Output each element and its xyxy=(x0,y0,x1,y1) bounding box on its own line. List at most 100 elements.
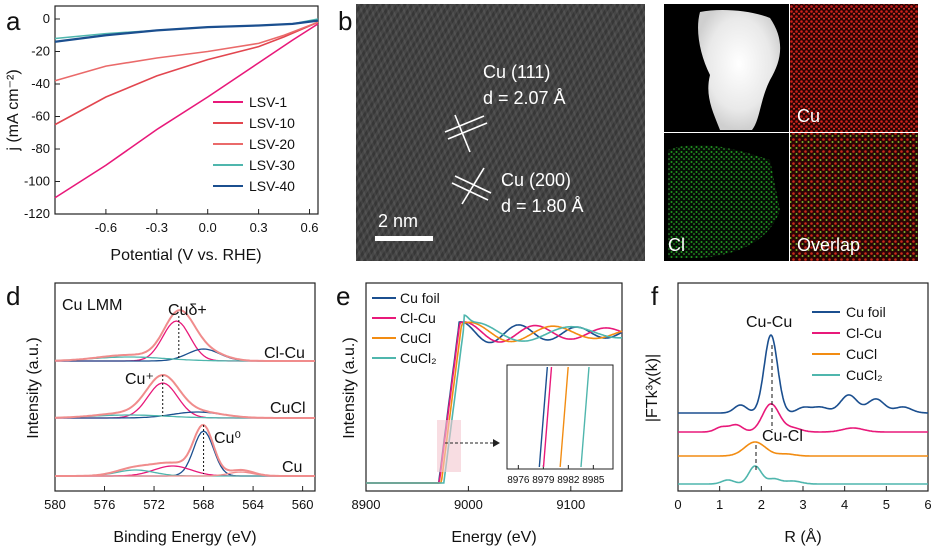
panel-c: c Cu Cl Overlap xyxy=(664,4,918,261)
xps-component xyxy=(55,430,313,477)
y-tick-label-a: -20 xyxy=(31,44,50,59)
legend-label-f: CuCl xyxy=(846,346,877,362)
x-tick-label-f: 5 xyxy=(883,497,890,512)
cu-map-label: Cu xyxy=(797,106,820,126)
plot-frame-f xyxy=(677,282,929,492)
panel-e: e 8900 9000 9100 8976 8979 8982 8985 Cu foilC… xyxy=(336,281,623,546)
exafs-line-2 xyxy=(678,441,928,457)
x-tick-label-f: 3 xyxy=(799,497,806,512)
legend-label-f: CuCl₂ xyxy=(846,367,883,383)
x-tick-label-e: 9000 xyxy=(454,497,483,512)
overlap-map-label: Overlap xyxy=(797,235,860,255)
x-tick-label-d: 576 xyxy=(94,497,116,512)
x-tick-label-d: 568 xyxy=(193,497,215,512)
y-axis-label-e: Intensity (a.u.) xyxy=(341,337,358,438)
annot-cu-delta: Cuδ+ xyxy=(168,302,207,319)
xps-envelope-1 xyxy=(55,373,315,419)
annot-cu-cl: Cu-Cl xyxy=(762,428,803,445)
lsv-lines xyxy=(54,18,319,199)
inset-edge-1 xyxy=(542,366,553,468)
legend-label-f: Cu foil xyxy=(846,304,886,320)
annot-cu-cu: Cu-Cu xyxy=(746,314,792,331)
inset-zoom-region xyxy=(437,420,461,472)
xps-curves xyxy=(54,309,315,477)
legend-label-a: LSV-10 xyxy=(249,115,295,131)
x-tick-label-a: 0.3 xyxy=(250,220,268,235)
y-tick-label-a: -60 xyxy=(31,109,50,124)
panel-label-a: a xyxy=(6,6,21,36)
exafs-line-0 xyxy=(678,334,928,414)
d-spacing-200: d = 1.80 Å xyxy=(501,196,584,216)
y-axis-label-d: Intensity (a.u.) xyxy=(25,337,42,438)
x-ticks-f: 0 1 2 3 4 5 6 xyxy=(674,486,932,512)
x-tick-label-d: 564 xyxy=(242,497,264,512)
x-tick-label-e: 9100 xyxy=(556,497,585,512)
y-tick-label-a: -120 xyxy=(24,206,50,221)
panel-label-f: f xyxy=(651,281,659,311)
tem-lattice-overlay xyxy=(356,4,645,261)
x-axis-label-e: Energy (eV) xyxy=(451,529,536,546)
legend-a: LSV-1 LSV-10 LSV-20 LSV-30 LSV-40 xyxy=(213,94,295,194)
x-ticks-e: 8900 9000 9100 xyxy=(352,486,585,512)
xps-envelope-2 xyxy=(55,423,315,477)
x-axis-label-d: Binding Energy (eV) xyxy=(113,529,256,546)
xps-envelope-0 xyxy=(54,309,315,362)
series-label-cl-cu: Cl-Cu xyxy=(264,345,305,362)
legend-label-e: CuCl₂ xyxy=(400,350,437,366)
annot-cu-plus: Cu⁺ xyxy=(125,371,154,388)
plot-frame-a xyxy=(54,5,319,215)
cl-map xyxy=(668,144,780,258)
panel-label-b: b xyxy=(338,6,352,36)
lsv-line-lsv-10 xyxy=(54,21,319,126)
panel-d: d 580 576 572 568 564 560 Cu LMM Cuδ+ Cu⁺ Cu⁰… xyxy=(6,281,316,546)
legend-label-f: Cl-Cu xyxy=(846,325,882,341)
inset-arrowhead xyxy=(493,439,500,447)
legend-label-e: Cl-Cu xyxy=(400,310,436,326)
x-tick-label-e: 8900 xyxy=(352,497,381,512)
panel-a: a 0 -20 -40 -60 -80 -100 -120 -0.6 -0.3 0.0 0.3 0.… xyxy=(5,5,319,264)
x-ticks-a: -0.6 -0.3 0.0 0.3 0.6 xyxy=(95,209,319,235)
cu-lmm-title: Cu LMM xyxy=(62,297,122,314)
series-label-cucl: CuCl xyxy=(270,400,306,417)
y-tick-label-a: -80 xyxy=(31,141,50,156)
x-axis-label-a: Potential (V vs. RHE) xyxy=(110,247,261,264)
inset-tick-label: 8985 xyxy=(582,475,605,486)
x-tick-label-a: 0.0 xyxy=(199,220,217,235)
y-tick-label-a: -40 xyxy=(31,76,50,91)
legend-f: Cu foil Cl-Cu CuCl CuCl₂ xyxy=(812,304,886,383)
inset-tick-label: 8976 xyxy=(507,475,530,486)
x-tick-label-d: 580 xyxy=(44,497,66,512)
x-tick-label-d: 572 xyxy=(143,497,165,512)
legend-label-a: LSV-40 xyxy=(249,178,295,194)
y-axis-label-f: |FTk³χ(k)| xyxy=(644,354,661,422)
x-tick-label-f: 1 xyxy=(716,497,723,512)
plane-label-200: Cu (200) xyxy=(501,170,571,190)
lsv-line-lsv-1 xyxy=(54,23,319,199)
exafs-line-3 xyxy=(678,465,928,485)
inset-edge-0 xyxy=(538,366,549,468)
plot-frame-d xyxy=(54,282,316,492)
exafs-line-1 xyxy=(678,403,928,433)
y-tick-label-a: -100 xyxy=(24,174,50,189)
scale-bar-label: 2 nm xyxy=(378,211,418,231)
x-tick-label-f: 4 xyxy=(841,497,848,512)
xanes-curves xyxy=(366,314,623,484)
cu-map xyxy=(790,4,918,132)
y-tick-label-a: 0 xyxy=(43,11,50,26)
panel-b: b Cu (111) d = 2.07 Å Cu (200) d = 1.80 … xyxy=(338,4,645,261)
panel-label-e: e xyxy=(336,281,350,311)
annot-cu-zero: Cu⁰ xyxy=(214,430,241,447)
lsv-line-lsv-20 xyxy=(54,21,319,82)
x-tick-label-f: 0 xyxy=(674,497,681,512)
xanes-line-3 xyxy=(366,314,622,484)
inset-edge-3 xyxy=(580,366,590,468)
lattice-markers xyxy=(444,114,492,205)
legend-label-a: LSV-30 xyxy=(249,157,295,173)
inset-tick-label: 8982 xyxy=(557,475,580,486)
inset-tick-label: 8979 xyxy=(532,475,555,486)
x-tick-label-f: 6 xyxy=(924,497,931,512)
legend-e: Cu foil Cl-Cu CuCl CuCl₂ xyxy=(372,290,440,366)
plane-label-111: Cu (111) xyxy=(483,62,550,82)
